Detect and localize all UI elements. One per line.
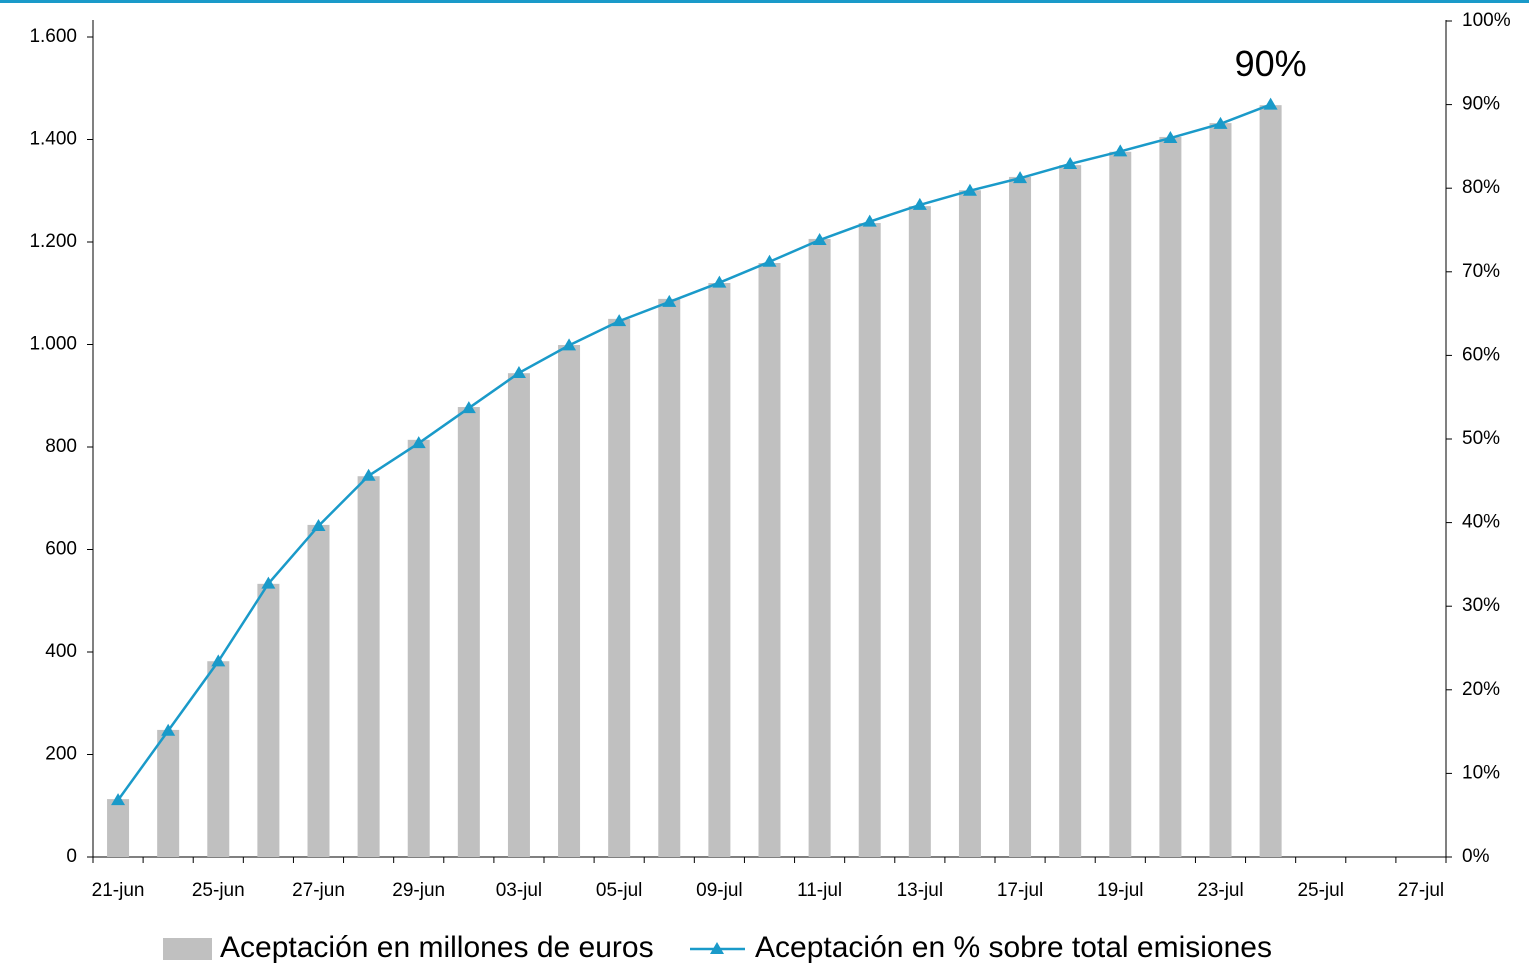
line-marker (1113, 144, 1128, 157)
line-marker (912, 197, 927, 210)
x-tick-label: 19-jul (1097, 880, 1143, 901)
x-tick-label: 27-jun (292, 880, 345, 901)
bar (708, 283, 731, 857)
y2-tick-label: 30% (1462, 595, 1500, 616)
x-tick-label: 25-jul (1297, 880, 1343, 901)
line-marker (862, 214, 877, 227)
bar (107, 799, 130, 857)
y-tick-label: 400 (45, 641, 77, 662)
y2-tick-label: 90% (1462, 94, 1500, 115)
bar (1159, 136, 1182, 857)
y2-tick-label: 60% (1462, 344, 1500, 365)
x-tick-label: 17-jul (997, 880, 1043, 901)
y-tick-label: 200 (45, 744, 77, 765)
bar (558, 345, 581, 857)
bar (608, 318, 631, 857)
y2-tick-label: 100% (1462, 10, 1511, 31)
line-marker (211, 654, 226, 667)
bar (157, 729, 180, 857)
line-marker (1163, 131, 1178, 144)
line-marker (511, 365, 526, 378)
line-marker (812, 233, 827, 246)
x-tick-label: 11-jul (797, 880, 842, 901)
y-tick-label: 1.600 (29, 26, 77, 47)
y2-tick-label: 20% (1462, 679, 1500, 700)
bar (1059, 165, 1082, 857)
line (117, 103, 1272, 801)
x-tick-label: 21-jun (92, 880, 145, 901)
bar (257, 583, 280, 857)
bar (207, 661, 230, 857)
bar (1109, 151, 1132, 858)
x-tick-label: 23-jul (1197, 880, 1243, 901)
legend-label: Aceptación en % sobre total emisiones (755, 931, 1272, 964)
bar (1209, 123, 1232, 858)
bar (307, 524, 330, 857)
x-tick-label: 09-jul (696, 880, 742, 901)
bar (457, 407, 480, 857)
bar (758, 263, 781, 857)
bar (658, 298, 681, 857)
y-tick-label: 1.400 (29, 129, 77, 150)
bar (908, 206, 931, 857)
bar (407, 439, 430, 857)
line-marker (562, 338, 577, 351)
y2-tick-label: 70% (1462, 261, 1500, 282)
bar (1009, 176, 1032, 858)
line-marker (261, 576, 276, 589)
y-tick-label: 1.200 (29, 231, 77, 252)
line-marker (461, 401, 476, 414)
line-marker (1013, 171, 1028, 184)
annotation: 90% (1235, 43, 1307, 84)
legend-marker (710, 942, 724, 954)
top-rule (0, 0, 1529, 3)
line-marker (361, 468, 376, 481)
bar (1259, 105, 1282, 858)
y-tick-label: 0 (66, 846, 77, 867)
y2-tick-label: 50% (1462, 428, 1500, 449)
legend-swatch (163, 938, 212, 960)
line-marker (962, 183, 977, 196)
y2-tick-label: 80% (1462, 177, 1500, 198)
y2-tick-label: 0% (1462, 846, 1490, 867)
x-tick-label: 03-jul (496, 880, 542, 901)
line-marker (612, 314, 627, 327)
x-tick-label: 25-jun (192, 880, 245, 901)
bar (507, 373, 530, 857)
x-tick-label: 13-jul (897, 880, 943, 901)
line-marker (1263, 97, 1278, 110)
line-marker (762, 254, 777, 267)
line-marker (662, 294, 677, 307)
line-marker (411, 436, 426, 449)
line-marker (311, 518, 326, 531)
line-marker (111, 793, 126, 806)
x-tick-label: 27-jul (1398, 880, 1444, 901)
bar (858, 223, 881, 858)
y-tick-label: 600 (45, 539, 77, 560)
y-tick-label: 800 (45, 436, 77, 457)
line-marker (712, 275, 727, 288)
x-tick-label: 05-jul (596, 880, 642, 901)
bar (958, 190, 981, 858)
y2-tick-label: 40% (1462, 512, 1500, 533)
line-marker (161, 723, 176, 736)
line-marker (1063, 156, 1078, 169)
x-tick-label: 29-jun (392, 880, 445, 901)
bar (357, 476, 380, 857)
legend-label: Aceptación en millones de euros (220, 931, 654, 964)
bar (808, 238, 831, 858)
y-tick-label: 1.000 (29, 334, 77, 355)
y2-tick-label: 10% (1462, 762, 1500, 783)
line-marker (1213, 116, 1228, 129)
